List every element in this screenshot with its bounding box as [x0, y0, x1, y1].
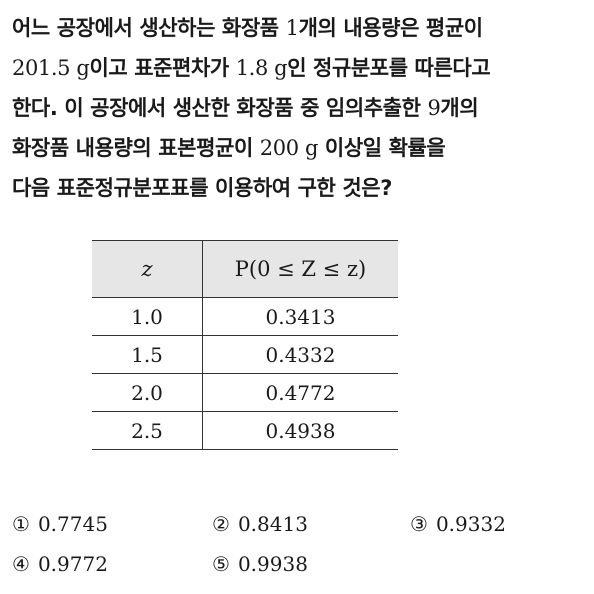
- header-probability: P(0 ≤ Z ≤ z): [234, 257, 367, 281]
- choice-value: 0.9938: [237, 552, 308, 576]
- question-line: 다음 표준정규분포표를 이용하여 구한 것은?: [12, 168, 588, 208]
- question-math: 9: [427, 96, 441, 120]
- choice-value: 0.9332: [435, 512, 506, 536]
- table-row: 1.0 0.3413: [92, 297, 398, 336]
- choice-value: 0.7745: [37, 512, 108, 536]
- question-math: 1: [285, 16, 299, 40]
- z-value-cell: 2.0: [92, 373, 203, 412]
- question-line: 화장품 내용량의 표본평균이 200 g 이상일 확률을: [12, 128, 588, 168]
- probability-cell: 0.4938: [265, 418, 336, 443]
- choice-value: 0.8413: [237, 512, 308, 536]
- choice-number: ④: [12, 552, 30, 576]
- question-segment: 한다. 이 공장에서 생산한 화장품 중 임의추출한: [12, 96, 428, 120]
- choice-number: ②: [212, 512, 230, 536]
- question-segment: 개의 내용량은 평균이: [298, 16, 484, 40]
- probability-cell: 0.3413: [265, 304, 336, 329]
- choice-1[interactable]: ① 0.7745: [12, 504, 108, 544]
- question-segment: 인 정규분포를 따른다고: [287, 56, 491, 80]
- choice-3[interactable]: ③ 0.9332: [410, 504, 506, 544]
- choice-number: ⑤: [212, 552, 230, 576]
- table-row: 1.5 0.4332: [92, 335, 398, 374]
- choice-number: ①: [12, 512, 30, 536]
- choice-4[interactable]: ④ 0.9772: [12, 544, 108, 584]
- question-segment: 다음 표준정규분포표를 이용하여 구한 것은?: [12, 176, 392, 200]
- question-text: 어느 공장에서 생산하는 화장품 1개의 내용량은 평균이 201.5 g이고 …: [12, 8, 588, 208]
- choice-number: ③: [410, 512, 428, 536]
- question-math: 200 g: [259, 136, 319, 160]
- probability-cell: 0.4332: [265, 342, 336, 367]
- question-math: 201.5 g: [12, 56, 90, 80]
- question-math: 1.8 g: [235, 56, 288, 80]
- standard-normal-table: z P(0 ≤ Z ≤ z) 1.0 0.3413 1.5 0.4332 2.0…: [92, 240, 398, 450]
- probability-cell: 0.4772: [265, 380, 336, 405]
- question-line: 201.5 g이고 표준편차가 1.8 g인 정규분포를 따른다고: [12, 48, 588, 88]
- question-segment: 화장품 내용량의 표본평균이: [12, 136, 260, 160]
- question-segment: 개의: [440, 96, 479, 120]
- question-line: 한다. 이 공장에서 생산한 화장품 중 임의추출한 9개의: [12, 88, 588, 128]
- z-value-cell: 2.5: [92, 411, 203, 450]
- table-header-row: z P(0 ≤ Z ≤ z): [92, 240, 398, 298]
- table-row: 2.5 0.4938: [92, 411, 398, 450]
- question-segment: 이고 표준편차가: [89, 56, 236, 80]
- z-value-cell: 1.0: [92, 297, 203, 336]
- table-row: 2.0 0.4772: [92, 373, 398, 412]
- question-segment: 어느 공장에서 생산하는 화장품: [12, 16, 286, 40]
- choice-5[interactable]: ⑤ 0.9938: [212, 544, 308, 584]
- question-segment: 이상일 확률을: [317, 136, 446, 160]
- z-value-cell: 1.5: [92, 335, 203, 374]
- header-z: z: [92, 240, 203, 298]
- choice-value: 0.9772: [37, 552, 108, 576]
- choice-2[interactable]: ② 0.8413: [212, 504, 308, 544]
- question-line: 어느 공장에서 생산하는 화장품 1개의 내용량은 평균이: [12, 8, 588, 48]
